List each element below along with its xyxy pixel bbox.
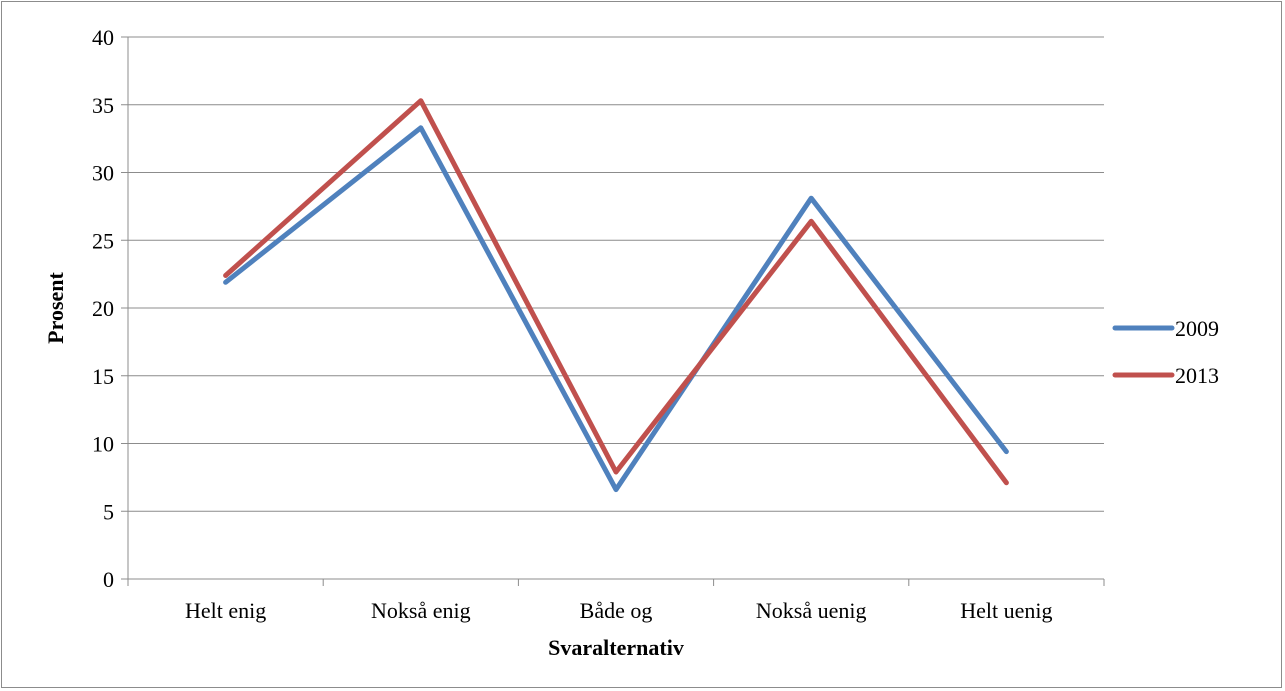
y-tick-label: 40 bbox=[92, 25, 114, 50]
y-tick-label: 5 bbox=[103, 499, 114, 524]
legend-label: 2009 bbox=[1175, 316, 1219, 341]
x-tick-label: Helt uenig bbox=[960, 598, 1052, 623]
x-axis-title: Svaralternativ bbox=[548, 635, 684, 660]
y-axis-title: Prosent bbox=[43, 271, 68, 343]
y-tick-label: 25 bbox=[92, 228, 114, 253]
y-tick-label: 20 bbox=[92, 296, 114, 321]
x-tick-label: Både og bbox=[580, 598, 653, 623]
y-tick-label: 35 bbox=[92, 93, 114, 118]
x-tick-label: Helt enig bbox=[185, 598, 266, 623]
y-tick-label: 30 bbox=[92, 161, 114, 186]
y-axis-ticks: 0 5 10 15 20 25 30 35 40 bbox=[92, 25, 129, 592]
y-tick-label: 15 bbox=[92, 364, 114, 389]
x-tick-label: Nokså enig bbox=[371, 598, 471, 623]
x-tick-label: Nokså uenig bbox=[756, 598, 867, 623]
x-axis-ticks: Helt enig Nokså enig Både og Nokså uenig Hel… bbox=[127, 579, 1105, 623]
gridlines bbox=[128, 36, 1104, 512]
series-line-2013 bbox=[223, 98, 1009, 486]
legend-label: 2013 bbox=[1175, 363, 1219, 388]
series-line-2009 bbox=[223, 125, 1009, 493]
y-tick-label: 0 bbox=[103, 567, 114, 592]
legend: 2009 2013 bbox=[1112, 316, 1219, 388]
y-tick-label: 10 bbox=[92, 432, 114, 457]
series-lines bbox=[223, 98, 1009, 493]
